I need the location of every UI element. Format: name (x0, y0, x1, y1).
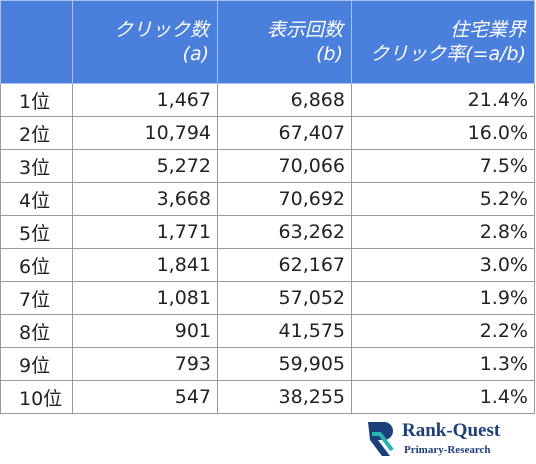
value-cell: 5,272 (72, 149, 218, 183)
value-cell: 63,262 (217, 215, 352, 249)
logo: Rank-Quest Primary-Research (368, 420, 501, 456)
table-row: 4位 3,668 70,692 5.2% (0, 182, 535, 216)
header-cell: 表示回数 (b) (217, 0, 352, 84)
value-cell: 67,407 (217, 116, 352, 150)
value-cell: 901 (72, 314, 218, 348)
table-row: 1位 1,467 6,868 21.4% (0, 83, 535, 117)
table-row: 2位 10,794 67,407 16.0% (0, 116, 535, 150)
header-text: クリック数 (113, 19, 209, 41)
rank-cell: 8位 (0, 314, 73, 348)
table-row: 5位 1,771 63,262 2.8% (0, 215, 535, 249)
rank-cell: 7位 (0, 281, 73, 315)
value-cell: 3,668 (72, 182, 218, 216)
rank-cell: 3位 (0, 149, 73, 183)
value-cell: 1,771 (72, 215, 218, 249)
data-table: クリック数 (a) 表示回数 (b) 住宅業界 クリック率(=a/b) 1位 1,467 6,… (0, 0, 535, 414)
value-cell: 1,841 (72, 248, 218, 282)
value-cell: 10,794 (72, 116, 218, 150)
table-row: 3位 5,272 70,066 7.5% (0, 149, 535, 183)
logo-tagline: Primary-Research (404, 444, 491, 456)
logo-name: Rank-Quest (402, 420, 501, 441)
logo-icon (368, 422, 393, 456)
rank-cell: 6位 (0, 248, 73, 282)
header-text: (b) (316, 43, 343, 65)
value-cell: 3.0% (351, 248, 535, 282)
value-cell: 1,467 (72, 83, 218, 117)
table-row: 7位 1,081 57,052 1.9% (0, 281, 535, 315)
table-row: 8位 901 41,575 2.2% (0, 314, 535, 348)
rank-cell: 9位 (0, 347, 73, 381)
value-cell: 59,905 (217, 347, 352, 381)
value-cell: 38,255 (217, 380, 352, 414)
rank-cell: 5位 (0, 215, 73, 249)
value-cell: 70,066 (217, 149, 352, 183)
header-cell (0, 0, 73, 84)
value-cell: 41,575 (217, 314, 352, 348)
value-cell: 1,081 (72, 281, 218, 315)
table-body: 1位 1,467 6,868 21.4% 2位 10,794 67,407 16.0% 3位 5,… (0, 83, 535, 414)
value-cell: 6,868 (217, 83, 352, 117)
table-row: 6位 1,841 62,167 3.0% (0, 248, 535, 282)
value-cell: 1.9% (351, 281, 535, 315)
value-cell: 2.8% (351, 215, 535, 249)
rank-cell: 1位 (0, 83, 73, 117)
header-text: 住宅業界 (449, 19, 526, 41)
value-cell: 793 (72, 347, 218, 381)
value-cell: 57,052 (217, 281, 352, 315)
value-cell: 547 (72, 380, 218, 414)
value-cell: 21.4% (351, 83, 535, 117)
rank-cell: 2位 (0, 116, 73, 150)
rank-cell: 4位 (0, 182, 73, 216)
header-text: クリック率(=a/b) (370, 43, 526, 65)
value-cell: 70,692 (217, 182, 352, 216)
value-cell: 1.3% (351, 347, 535, 381)
rank-cell: 10位 (0, 380, 73, 414)
header-text: 表示回数 (266, 19, 343, 41)
value-cell: 1.4% (351, 380, 535, 414)
header-text: (a) (182, 43, 209, 65)
header-cell: 住宅業界 クリック率(=a/b) (351, 0, 535, 84)
value-cell: 62,167 (217, 248, 352, 282)
header-row: クリック数 (a) 表示回数 (b) 住宅業界 クリック率(=a/b) (0, 0, 535, 84)
value-cell: 7.5% (351, 149, 535, 183)
header-cell: クリック数 (a) (72, 0, 218, 84)
value-cell: 16.0% (351, 116, 535, 150)
value-cell: 2.2% (351, 314, 535, 348)
value-cell: 5.2% (351, 182, 535, 216)
logo-icon-accent (372, 432, 394, 452)
table-row: 9位 793 59,905 1.3% (0, 347, 535, 381)
table-row: 10位 547 38,255 1.4% (0, 380, 535, 414)
